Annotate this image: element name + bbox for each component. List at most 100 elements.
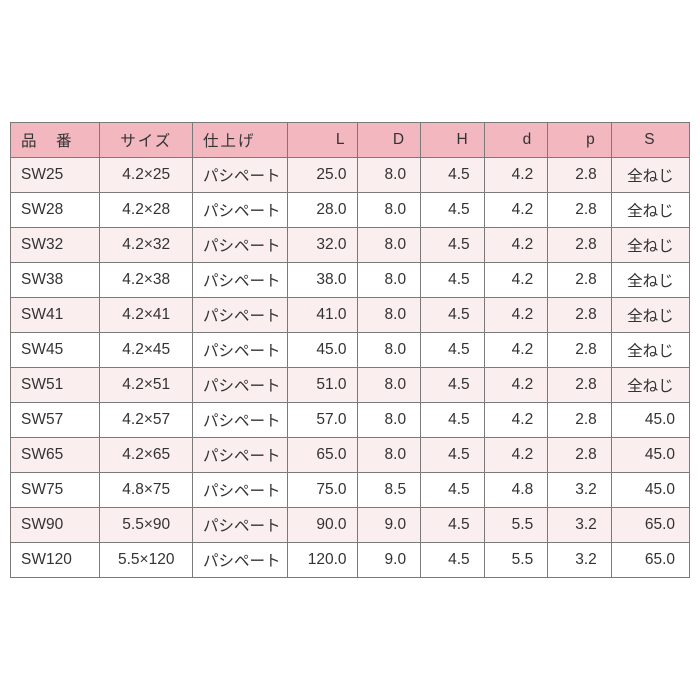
- cell-L: 41.0: [288, 298, 357, 333]
- cell-L: 51.0: [288, 368, 357, 403]
- cell-d: 5.5: [484, 543, 548, 578]
- col-header-L: L: [288, 123, 357, 158]
- cell-p: 2.8: [548, 263, 612, 298]
- cell-L: 120.0: [288, 543, 357, 578]
- cell-H: 4.5: [421, 193, 485, 228]
- table-row: SW574.2×57パシペート57.08.04.54.22.845.0: [11, 403, 690, 438]
- table-row: SW754.8×75パシペート75.08.54.54.83.245.0: [11, 473, 690, 508]
- cell-size: 4.2×45: [100, 333, 193, 368]
- table-row: SW454.2×45パシペート45.08.04.54.22.8全ねじ: [11, 333, 690, 368]
- cell-p: 3.2: [548, 543, 612, 578]
- cell-S: 全ねじ: [611, 193, 689, 228]
- cell-product-number: SW51: [11, 368, 100, 403]
- cell-D: 8.0: [357, 228, 421, 263]
- cell-S: 45.0: [611, 438, 689, 473]
- col-header-S: S: [611, 123, 689, 158]
- cell-p: 2.8: [548, 228, 612, 263]
- cell-d: 4.2: [484, 403, 548, 438]
- cell-H: 4.5: [421, 403, 485, 438]
- col-header-finish: 仕上げ: [193, 123, 288, 158]
- cell-finish: パシペート: [193, 473, 288, 508]
- cell-p: 2.8: [548, 333, 612, 368]
- cell-S: 全ねじ: [611, 298, 689, 333]
- cell-S: 全ねじ: [611, 228, 689, 263]
- col-header-product-number: 品 番: [11, 123, 100, 158]
- cell-finish: パシペート: [193, 438, 288, 473]
- cell-p: 2.8: [548, 438, 612, 473]
- cell-size: 4.2×28: [100, 193, 193, 228]
- table-body: SW254.2×25パシペート25.08.04.54.22.8全ねじSW284.…: [11, 158, 690, 578]
- table-row: SW654.2×65パシペート65.08.04.54.22.845.0: [11, 438, 690, 473]
- cell-size: 5.5×120: [100, 543, 193, 578]
- cell-p: 2.8: [548, 368, 612, 403]
- cell-L: 65.0: [288, 438, 357, 473]
- cell-D: 9.0: [357, 508, 421, 543]
- cell-finish: パシペート: [193, 333, 288, 368]
- cell-product-number: SW41: [11, 298, 100, 333]
- col-header-d: d: [484, 123, 548, 158]
- cell-p: 2.8: [548, 298, 612, 333]
- cell-size: 4.2×57: [100, 403, 193, 438]
- table-row: SW1205.5×120パシペート120.09.04.55.53.265.0: [11, 543, 690, 578]
- cell-H: 4.5: [421, 298, 485, 333]
- table-row: SW414.2×41パシペート41.08.04.54.22.8全ねじ: [11, 298, 690, 333]
- cell-D: 8.0: [357, 333, 421, 368]
- col-header-H: H: [421, 123, 485, 158]
- cell-size: 4.2×51: [100, 368, 193, 403]
- cell-L: 45.0: [288, 333, 357, 368]
- cell-d: 4.2: [484, 228, 548, 263]
- cell-D: 8.0: [357, 368, 421, 403]
- cell-S: 65.0: [611, 543, 689, 578]
- cell-H: 4.5: [421, 333, 485, 368]
- cell-L: 28.0: [288, 193, 357, 228]
- cell-H: 4.5: [421, 438, 485, 473]
- cell-product-number: SW65: [11, 438, 100, 473]
- cell-S: 45.0: [611, 403, 689, 438]
- cell-D: 9.0: [357, 543, 421, 578]
- cell-d: 4.2: [484, 438, 548, 473]
- cell-product-number: SW32: [11, 228, 100, 263]
- table-row: SW284.2×28パシペート28.08.04.54.22.8全ねじ: [11, 193, 690, 228]
- cell-size: 4.2×25: [100, 158, 193, 193]
- cell-H: 4.5: [421, 228, 485, 263]
- cell-finish: パシペート: [193, 298, 288, 333]
- cell-S: 全ねじ: [611, 333, 689, 368]
- cell-product-number: SW38: [11, 263, 100, 298]
- cell-H: 4.5: [421, 368, 485, 403]
- cell-finish: パシペート: [193, 508, 288, 543]
- cell-d: 4.2: [484, 368, 548, 403]
- cell-p: 3.2: [548, 473, 612, 508]
- cell-H: 4.5: [421, 263, 485, 298]
- cell-size: 5.5×90: [100, 508, 193, 543]
- cell-finish: パシペート: [193, 543, 288, 578]
- table-row: SW254.2×25パシペート25.08.04.54.22.8全ねじ: [11, 158, 690, 193]
- col-header-size: サイズ: [100, 123, 193, 158]
- cell-finish: パシペート: [193, 263, 288, 298]
- spec-table-container: 品 番 サイズ 仕上げ L D H d p S SW254.2×25パシペート2…: [10, 122, 690, 578]
- cell-D: 8.5: [357, 473, 421, 508]
- cell-D: 8.0: [357, 298, 421, 333]
- cell-H: 4.5: [421, 473, 485, 508]
- cell-S: 全ねじ: [611, 158, 689, 193]
- table-row: SW514.2×51パシペート51.08.04.54.22.8全ねじ: [11, 368, 690, 403]
- cell-L: 90.0: [288, 508, 357, 543]
- cell-product-number: SW45: [11, 333, 100, 368]
- cell-H: 4.5: [421, 508, 485, 543]
- cell-S: 全ねじ: [611, 368, 689, 403]
- cell-D: 8.0: [357, 438, 421, 473]
- cell-d: 4.8: [484, 473, 548, 508]
- cell-product-number: SW75: [11, 473, 100, 508]
- cell-D: 8.0: [357, 158, 421, 193]
- cell-S: 45.0: [611, 473, 689, 508]
- cell-product-number: SW90: [11, 508, 100, 543]
- cell-finish: パシペート: [193, 403, 288, 438]
- cell-D: 8.0: [357, 193, 421, 228]
- col-header-p: p: [548, 123, 612, 158]
- cell-d: 4.2: [484, 158, 548, 193]
- cell-size: 4.8×75: [100, 473, 193, 508]
- cell-S: 全ねじ: [611, 263, 689, 298]
- cell-H: 4.5: [421, 543, 485, 578]
- cell-p: 2.8: [548, 158, 612, 193]
- cell-finish: パシペート: [193, 228, 288, 263]
- cell-product-number: SW28: [11, 193, 100, 228]
